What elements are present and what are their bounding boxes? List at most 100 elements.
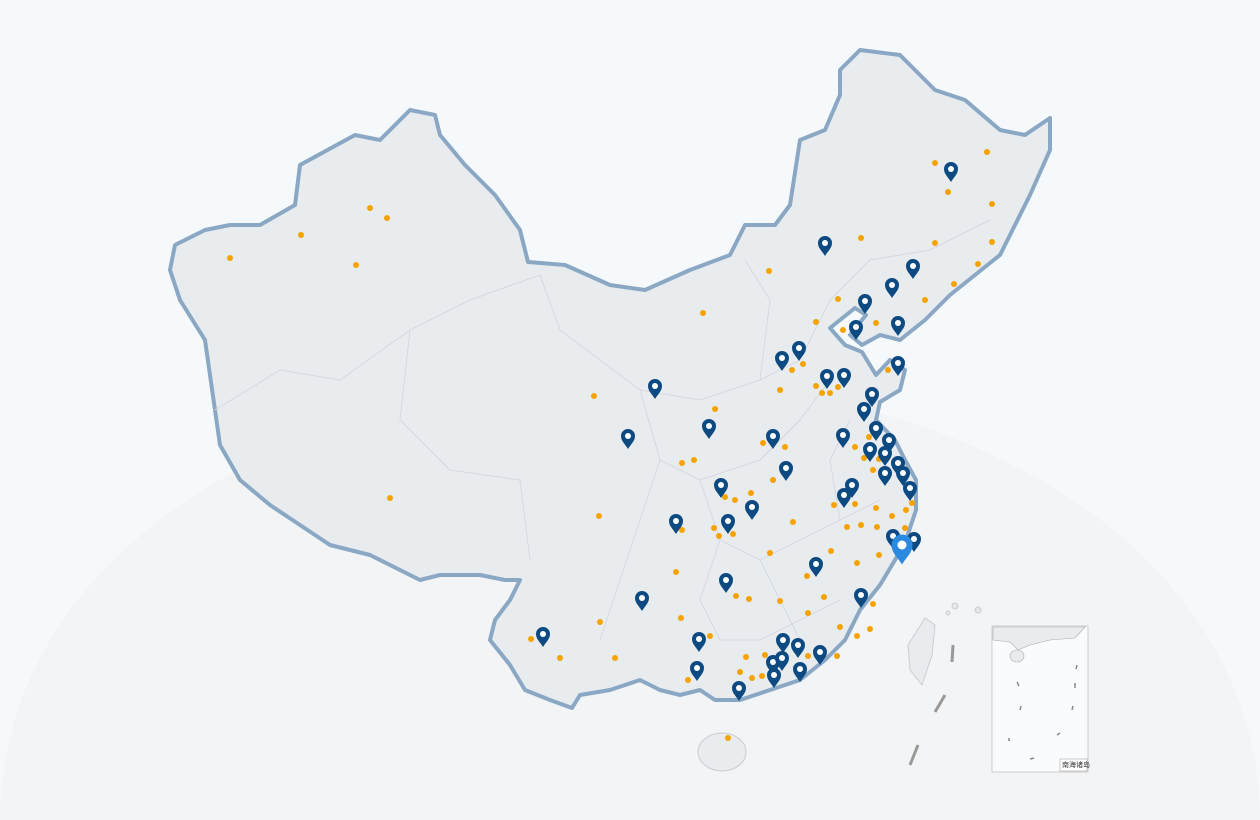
location-marker[interactable]	[745, 500, 759, 520]
pin-center	[910, 263, 916, 269]
pin-center	[770, 433, 776, 439]
hainan-island	[697, 732, 747, 772]
city-dot	[858, 522, 864, 528]
pin-center	[540, 631, 546, 637]
location-marker[interactable]	[813, 645, 827, 665]
location-marker[interactable]	[906, 259, 920, 279]
city-dot	[777, 387, 783, 393]
location-marker[interactable]	[792, 341, 806, 361]
city-dot	[873, 505, 879, 511]
location-marker[interactable]	[775, 351, 789, 371]
location-marker[interactable]	[779, 461, 793, 481]
pin-center	[882, 470, 888, 476]
sea-boundary-dashes	[908, 644, 955, 766]
city-dots	[227, 149, 995, 741]
location-marker[interactable]	[863, 442, 877, 462]
city-dot	[790, 519, 796, 525]
city-dot	[767, 550, 773, 556]
location-markers	[536, 162, 958, 701]
pin-center	[867, 446, 873, 452]
city-dot	[384, 215, 390, 221]
location-marker[interactable]	[714, 478, 728, 498]
city-dot	[762, 652, 768, 658]
city-dot	[749, 675, 755, 681]
pin-center	[886, 437, 892, 443]
inset-label-box	[1059, 758, 1088, 772]
city-dot	[691, 457, 697, 463]
pin-center	[783, 465, 789, 471]
location-marker[interactable]	[885, 278, 899, 298]
location-marker[interactable]	[854, 588, 868, 608]
location-marker[interactable]	[719, 573, 733, 593]
location-marker[interactable]	[818, 236, 832, 256]
city-dot	[730, 531, 736, 537]
city-dot	[861, 455, 867, 461]
location-marker[interactable]	[878, 466, 892, 486]
location-marker[interactable]	[896, 466, 910, 486]
city-dot	[813, 383, 819, 389]
location-marker[interactable]	[721, 514, 735, 534]
location-marker[interactable]	[891, 356, 905, 376]
location-marker[interactable]	[944, 162, 958, 182]
pin-center	[718, 482, 724, 488]
city-dot	[837, 624, 843, 630]
city-dot	[673, 569, 679, 575]
location-marker[interactable]	[858, 294, 872, 314]
location-marker[interactable]	[776, 633, 790, 653]
location-marker[interactable]	[865, 387, 879, 407]
pin-center	[889, 282, 895, 288]
location-marker[interactable]	[891, 316, 905, 336]
location-marker[interactable]	[732, 681, 746, 701]
pin-center	[723, 577, 729, 583]
city-dot	[874, 524, 880, 530]
city-dot	[844, 524, 850, 530]
city-dot	[711, 525, 717, 531]
pin-center	[841, 492, 847, 498]
pin-center	[817, 649, 823, 655]
location-marker[interactable]	[635, 591, 649, 611]
city-dot	[367, 205, 373, 211]
location-marker[interactable]	[791, 638, 805, 658]
city-dot	[827, 390, 833, 396]
location-marker[interactable]	[669, 514, 683, 534]
location-marker[interactable]	[767, 668, 781, 688]
location-marker[interactable]	[692, 632, 706, 652]
location-marker[interactable]	[857, 402, 871, 422]
city-dot	[821, 594, 827, 600]
location-marker[interactable]	[648, 379, 662, 399]
city-dot	[804, 573, 810, 579]
pin-center	[779, 655, 785, 661]
pin-center	[639, 595, 645, 601]
location-marker[interactable]	[836, 428, 850, 448]
city-dot	[700, 310, 706, 316]
location-marker[interactable]	[702, 419, 716, 439]
pin-center	[780, 637, 786, 643]
city-dot	[902, 525, 908, 531]
city-dot	[800, 361, 806, 367]
location-marker[interactable]	[878, 446, 892, 466]
pin-center	[840, 432, 846, 438]
location-marker[interactable]	[837, 488, 851, 508]
location-marker[interactable]	[869, 421, 883, 441]
location-marker[interactable]	[621, 429, 635, 449]
location-marker[interactable]	[903, 481, 917, 501]
location-marker[interactable]	[766, 429, 780, 449]
selected-location-marker[interactable]	[891, 534, 913, 565]
city-dot	[759, 673, 765, 679]
location-marker[interactable]	[536, 627, 550, 647]
location-marker[interactable]	[775, 651, 789, 671]
location-marker[interactable]	[820, 369, 834, 389]
city-dot	[227, 255, 233, 261]
location-marker[interactable]	[837, 368, 851, 388]
location-marker[interactable]	[809, 557, 823, 577]
location-marker[interactable]	[849, 320, 863, 340]
location-marker[interactable]	[793, 662, 807, 682]
city-dot	[596, 513, 602, 519]
pin-center	[625, 433, 631, 439]
city-dot	[737, 669, 743, 675]
pin-center	[795, 642, 801, 648]
location-marker[interactable]	[690, 661, 704, 681]
pin-center	[895, 360, 901, 366]
city-dot	[387, 495, 393, 501]
